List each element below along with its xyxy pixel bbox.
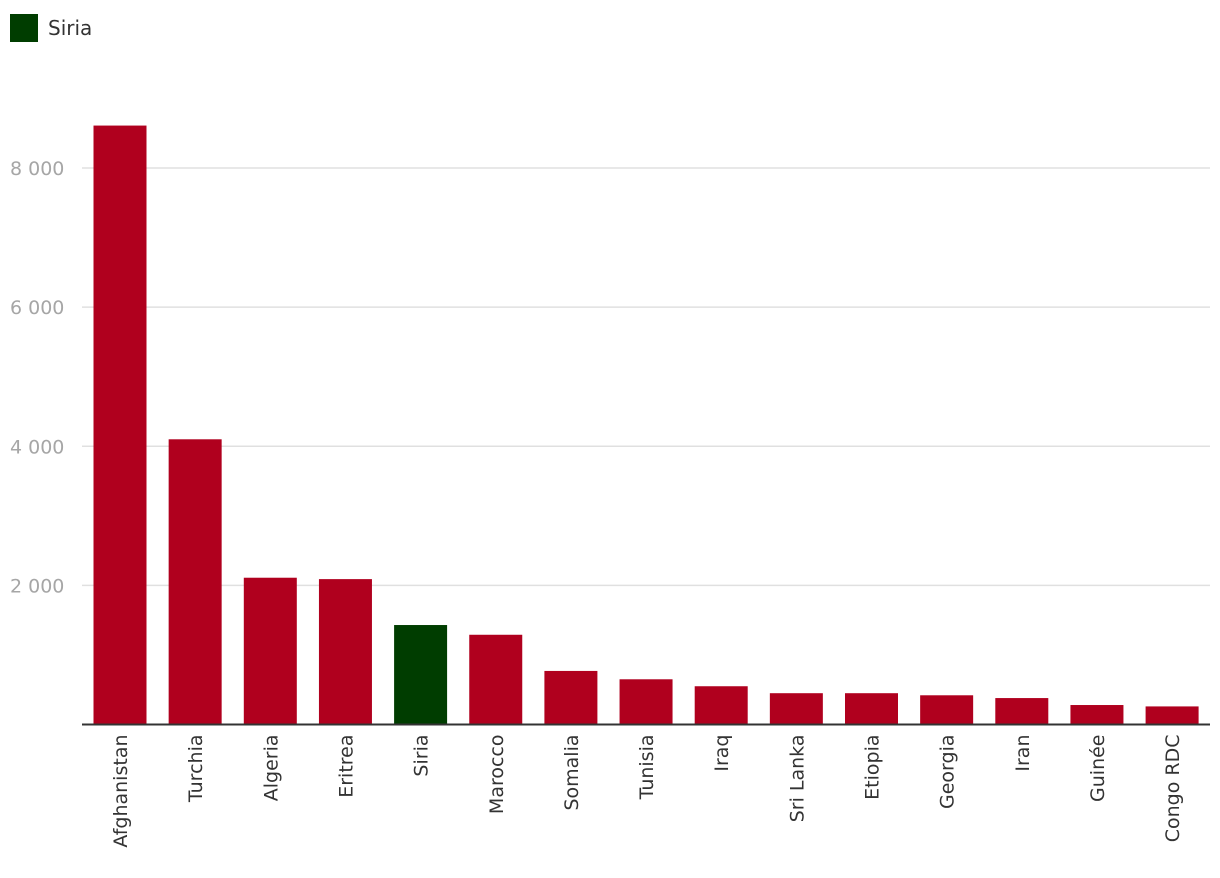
bar xyxy=(168,439,222,725)
x-category-label: Afghanistan xyxy=(110,735,132,848)
bar xyxy=(93,125,147,725)
y-tick-label: 8 000 xyxy=(10,158,64,180)
bar xyxy=(845,693,898,725)
bar xyxy=(769,693,823,725)
x-category-label: Etiopia xyxy=(862,735,884,800)
x-category-label: Congo RDC xyxy=(1162,735,1184,843)
gridlines xyxy=(82,167,1210,587)
bar xyxy=(469,634,523,725)
bar xyxy=(1070,705,1124,725)
legend-swatch xyxy=(10,14,38,42)
x-category-label: Marocco xyxy=(486,735,508,815)
y-tick-label: 2 000 xyxy=(10,575,64,597)
x-category-label: Turchia xyxy=(185,735,207,804)
bar xyxy=(318,579,372,725)
x-category-label: Algeria xyxy=(260,735,282,802)
x-category-label: Guinée xyxy=(1087,735,1109,802)
legend-label: Siria xyxy=(48,16,93,40)
x-axis-category-labels: Afghanistan Turchia Algeria Eritrea Siria Mar… xyxy=(110,735,1184,848)
bars xyxy=(93,125,1199,725)
x-category-label: Iran xyxy=(1012,735,1034,772)
bar xyxy=(920,695,974,725)
bar xyxy=(619,679,673,725)
x-category-label: Eritrea xyxy=(335,735,357,798)
y-tick-label: 4 000 xyxy=(10,436,64,458)
y-axis-tick-labels: 2 000 4 000 6 000 8 000 xyxy=(10,158,64,597)
x-category-label: Iraq xyxy=(711,735,733,772)
bar xyxy=(544,670,598,725)
bar xyxy=(1145,706,1199,725)
bar xyxy=(394,625,448,725)
legend: Siria xyxy=(10,14,92,42)
bar xyxy=(995,698,1049,725)
x-category-label: Somalia xyxy=(561,735,583,811)
x-category-label: Siria xyxy=(411,735,433,777)
x-category-label: Georgia xyxy=(937,735,959,810)
y-tick-label: 6 000 xyxy=(10,297,64,319)
x-category-label: Tunisia xyxy=(636,735,658,801)
x-category-label: Sri Lanka xyxy=(786,735,808,823)
bar xyxy=(694,686,748,725)
bar xyxy=(243,577,297,725)
